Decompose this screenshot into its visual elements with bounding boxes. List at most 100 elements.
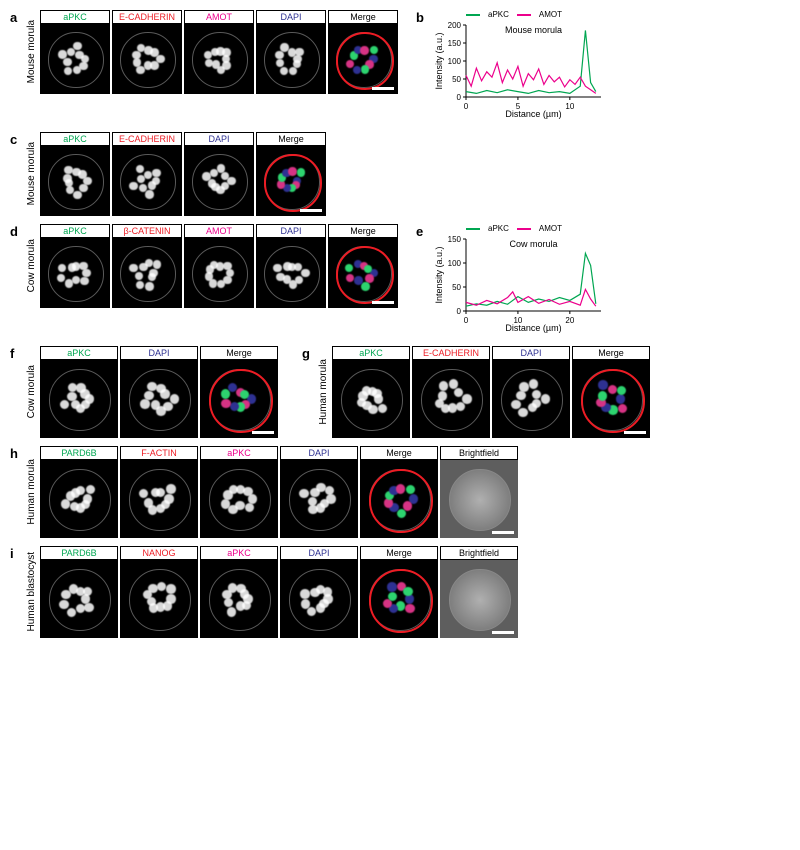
channel-label: DAPI	[120, 346, 198, 360]
row-label: Cow morula	[26, 239, 37, 292]
channel-label: Merge	[328, 224, 398, 238]
panel-letter: f	[10, 346, 22, 438]
image-cell: E-CADHERIN	[112, 132, 182, 216]
channel-label: Merge	[572, 346, 650, 360]
micrograph	[184, 146, 254, 216]
micrograph	[40, 360, 118, 438]
channel-label: aPKC	[40, 224, 110, 238]
image-cell: AMOT	[184, 10, 254, 94]
svg-text:Intensity (a.u.): Intensity (a.u.)	[434, 246, 444, 303]
micrograph	[120, 360, 198, 438]
channel-label: DAPI	[256, 10, 326, 24]
image-cell: aPKC	[200, 446, 278, 538]
micrograph	[440, 460, 518, 538]
channel-label: Brightfield	[440, 546, 518, 560]
channel-label: aPKC	[332, 346, 410, 360]
micrograph	[120, 460, 198, 538]
image-strip-c: aPKCE-CADHERINDAPIMerge	[40, 132, 326, 216]
svg-text:Distance (µm): Distance (µm)	[505, 323, 561, 333]
svg-text:Intensity (a.u.): Intensity (a.u.)	[434, 32, 444, 89]
svg-text:Mouse morula: Mouse morula	[505, 25, 562, 35]
channel-label: DAPI	[280, 446, 358, 460]
channel-label: E-CADHERIN	[112, 10, 182, 24]
micrograph	[256, 24, 326, 94]
image-cell: PARD6B	[40, 546, 118, 638]
image-cell: Merge	[572, 346, 650, 438]
image-cell: aPKC	[40, 10, 110, 94]
svg-text:200: 200	[448, 21, 462, 30]
svg-text:Cow morula: Cow morula	[509, 239, 557, 249]
channel-label: aPKC	[200, 446, 278, 460]
micrograph	[120, 560, 198, 638]
row-label: Human blastocyst	[26, 552, 37, 631]
chart-legend: aPKCAMOT	[466, 224, 607, 233]
micrograph	[360, 560, 438, 638]
scale-bar	[492, 531, 514, 534]
image-cell: PARD6B	[40, 446, 118, 538]
micrograph	[112, 146, 182, 216]
image-cell: Merge	[328, 224, 398, 308]
channel-label: Merge	[360, 546, 438, 560]
image-cell: DAPI	[120, 346, 198, 438]
panel-letter: e	[416, 224, 428, 338]
micrograph	[40, 460, 118, 538]
panel-letter: a	[10, 10, 22, 94]
channel-label: β-CATENIN	[112, 224, 182, 238]
row-label: Human morula	[26, 459, 37, 525]
micrograph	[492, 360, 570, 438]
micrograph	[332, 360, 410, 438]
image-cell: DAPI	[492, 346, 570, 438]
legend-swatch	[466, 14, 480, 16]
figure-row-fg: fCow morulaaPKCDAPIMergegHuman morulaaPK…	[10, 346, 790, 438]
image-cell: β-CATENIN	[112, 224, 182, 308]
svg-text:Distance (µm): Distance (µm)	[505, 109, 561, 119]
image-cell: E-CADHERIN	[412, 346, 490, 438]
svg-text:100: 100	[448, 259, 462, 268]
image-cell: aPKC	[40, 346, 118, 438]
figure-row-i: i Human blastocystPARD6BNANOGaPKCDAPIMerg…	[10, 546, 790, 638]
figure-row-de: dCow morulaaPKCβ-CATENINAMOTDAPIMergeeaP…	[10, 224, 790, 338]
channel-label: PARD6B	[40, 546, 118, 560]
channel-label: DAPI	[492, 346, 570, 360]
micrograph	[112, 24, 182, 94]
micrograph	[256, 238, 326, 308]
legend-swatch	[517, 228, 531, 230]
image-cell: Brightfield	[440, 546, 518, 638]
channel-label: aPKC	[40, 346, 118, 360]
channel-label: aPKC	[40, 10, 110, 24]
legend-label: AMOT	[539, 10, 562, 19]
image-cell: Merge	[360, 446, 438, 538]
panel-letter: g	[302, 346, 314, 438]
image-strip-d: aPKCβ-CATENINAMOTDAPIMerge	[40, 224, 398, 308]
image-strip-f: aPKCDAPIMerge	[40, 346, 278, 438]
legend-label: AMOT	[539, 224, 562, 233]
channel-label: aPKC	[40, 132, 110, 146]
svg-text:20: 20	[565, 316, 574, 325]
figure-row-c: cMouse morulaaPKCE-CADHERINDAPIMerge	[10, 132, 790, 216]
image-cell: aPKC	[200, 546, 278, 638]
micrograph	[112, 238, 182, 308]
panel-letter: i	[10, 546, 22, 561]
channel-label: aPKC	[200, 546, 278, 560]
image-strip-h: PARD6BF-ACTINaPKCDAPIMergeBrightfield	[40, 446, 518, 538]
row-label: Mouse morula	[26, 142, 37, 205]
micrograph	[40, 24, 110, 94]
svg-text:50: 50	[452, 75, 461, 84]
line-chart-e: aPKCAMOT05010015001020Cow morulaDistance…	[432, 224, 607, 338]
channel-label: AMOT	[184, 224, 254, 238]
svg-text:10: 10	[565, 102, 574, 111]
line-chart-b: aPKCAMOT0501001502000510Mouse morulaDist…	[432, 10, 607, 124]
channel-label: AMOT	[184, 10, 254, 24]
image-cell: aPKC	[332, 346, 410, 438]
channel-label: E-CADHERIN	[112, 132, 182, 146]
channel-label: Merge	[328, 10, 398, 24]
image-cell: Brightfield	[440, 446, 518, 538]
scale-bar	[372, 87, 394, 90]
image-cell: Merge	[328, 10, 398, 94]
micrograph	[200, 560, 278, 638]
micrograph	[40, 560, 118, 638]
image-strip-i: PARD6BNANOGaPKCDAPIMergeBrightfield	[40, 546, 518, 638]
svg-text:100: 100	[448, 57, 462, 66]
image-cell: DAPI	[256, 10, 326, 94]
image-cell: aPKC	[40, 224, 110, 308]
